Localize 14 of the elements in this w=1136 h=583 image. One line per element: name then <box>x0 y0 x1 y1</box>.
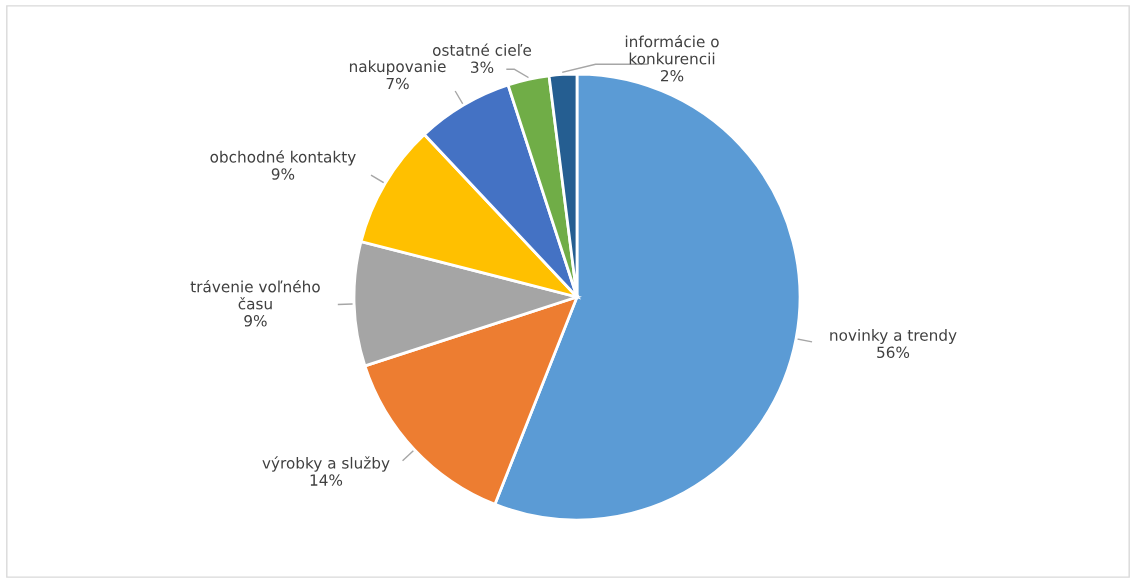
slice-label: nakupovanie <box>349 60 446 76</box>
slice-label: výrobky a služby <box>262 456 390 472</box>
slice-label: novinky a trendy <box>830 329 957 344</box>
data-label: 7% <box>386 77 409 90</box>
data-label: 56% <box>877 346 910 359</box>
slice-label: ostatné cieľe <box>432 43 532 56</box>
data-label: 3% <box>471 61 494 73</box>
slice-label: obchodné kontakty <box>210 150 356 166</box>
data-label: 2% <box>661 69 684 82</box>
slice-label: informácie o konkurencii <box>625 34 719 65</box>
data-label: 9% <box>271 168 295 180</box>
slice-label: trávenie voľného času <box>190 279 320 310</box>
data-label: 14% <box>310 474 343 486</box>
data-label: 9% <box>244 315 267 327</box>
